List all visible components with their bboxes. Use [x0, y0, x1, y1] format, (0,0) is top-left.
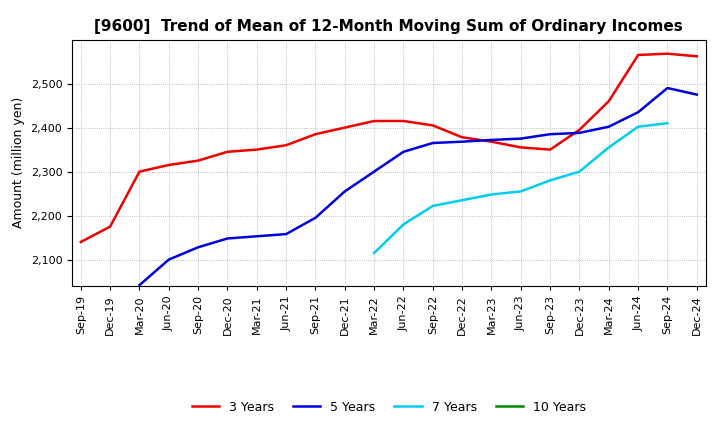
5 Years [693, 92, 701, 97]
5 Years [164, 257, 173, 262]
3 Years [164, 162, 173, 168]
7 Years [634, 124, 642, 129]
Title: [9600]  Trend of Mean of 12-Month Moving Sum of Ordinary Incomes: [9600] Trend of Mean of 12-Month Moving … [94, 19, 683, 34]
3 Years [575, 127, 584, 132]
3 Years [106, 224, 114, 229]
7 Years [605, 145, 613, 150]
7 Years [458, 198, 467, 203]
3 Years [634, 52, 642, 58]
Legend: 3 Years, 5 Years, 7 Years, 10 Years: 3 Years, 5 Years, 7 Years, 10 Years [186, 396, 591, 419]
3 Years [546, 147, 554, 152]
5 Years [516, 136, 525, 141]
7 Years [487, 192, 496, 197]
3 Years [311, 132, 320, 137]
5 Years [663, 85, 672, 91]
5 Years [282, 231, 290, 237]
3 Years [693, 54, 701, 59]
5 Years [135, 282, 144, 288]
5 Years [194, 245, 202, 250]
5 Years [605, 124, 613, 129]
3 Years [458, 135, 467, 140]
3 Years [487, 139, 496, 144]
3 Years [605, 99, 613, 104]
7 Years [575, 169, 584, 174]
3 Years [253, 147, 261, 152]
3 Years [428, 123, 437, 128]
5 Years [546, 132, 554, 137]
Y-axis label: Amount (million yen): Amount (million yen) [12, 97, 25, 228]
5 Years [458, 139, 467, 144]
5 Years [223, 236, 232, 241]
3 Years [223, 149, 232, 154]
Line: 3 Years: 3 Years [81, 54, 697, 242]
5 Years [399, 149, 408, 154]
3 Years [516, 145, 525, 150]
5 Years [253, 234, 261, 239]
5 Years [341, 189, 349, 194]
3 Years [76, 239, 85, 245]
5 Years [487, 137, 496, 143]
5 Years [370, 169, 379, 174]
3 Years [135, 169, 144, 174]
7 Years [399, 222, 408, 227]
5 Years [575, 130, 584, 136]
5 Years [428, 140, 437, 146]
3 Years [341, 125, 349, 130]
7 Years [516, 189, 525, 194]
3 Years [663, 51, 672, 56]
3 Years [370, 118, 379, 124]
Line: 5 Years: 5 Years [140, 88, 697, 285]
3 Years [399, 118, 408, 124]
7 Years [663, 121, 672, 126]
3 Years [194, 158, 202, 163]
7 Years [546, 178, 554, 183]
5 Years [311, 215, 320, 220]
3 Years [282, 143, 290, 148]
5 Years [634, 110, 642, 115]
7 Years [370, 250, 379, 256]
7 Years [428, 203, 437, 209]
Line: 7 Years: 7 Years [374, 123, 667, 253]
